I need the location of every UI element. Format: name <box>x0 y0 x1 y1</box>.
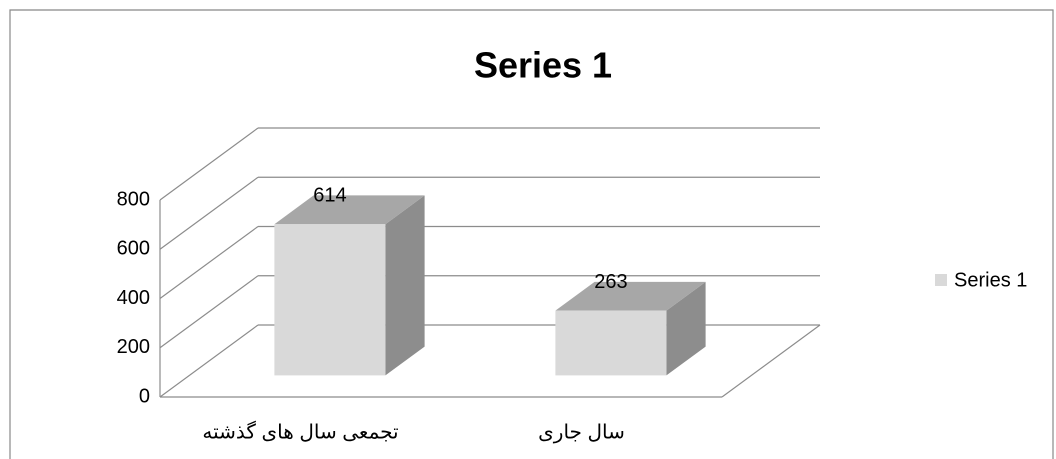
bar <box>274 224 386 376</box>
data-label: 263 <box>594 271 627 293</box>
y-tick-label: 200 <box>117 336 150 358</box>
grid-line <box>159 275 259 349</box>
legend-label: Series 1 <box>954 269 1027 291</box>
y-tick-label: 0 <box>139 385 150 407</box>
grid-line <box>159 226 259 299</box>
bar <box>555 310 667 376</box>
chart-title: Series 1 <box>474 45 612 86</box>
y-tick-label: 400 <box>117 287 150 309</box>
grid-line <box>159 324 259 398</box>
data-label: 614 <box>313 184 346 206</box>
x-tick-label: تجمعی سال های گذشته <box>202 420 398 443</box>
grid-line <box>159 176 259 250</box>
y-tick-label: 800 <box>117 188 150 210</box>
bar-side <box>666 281 706 376</box>
bar-top <box>274 195 425 225</box>
bar-side <box>385 195 425 376</box>
legend-swatch <box>935 274 947 286</box>
chart-border <box>9 9 1054 459</box>
floor-edge <box>721 324 821 398</box>
grid-line <box>159 127 259 201</box>
x-tick-label: سال جاری <box>538 421 625 443</box>
y-tick-label: 600 <box>117 238 150 260</box>
bar-top <box>555 281 706 311</box>
